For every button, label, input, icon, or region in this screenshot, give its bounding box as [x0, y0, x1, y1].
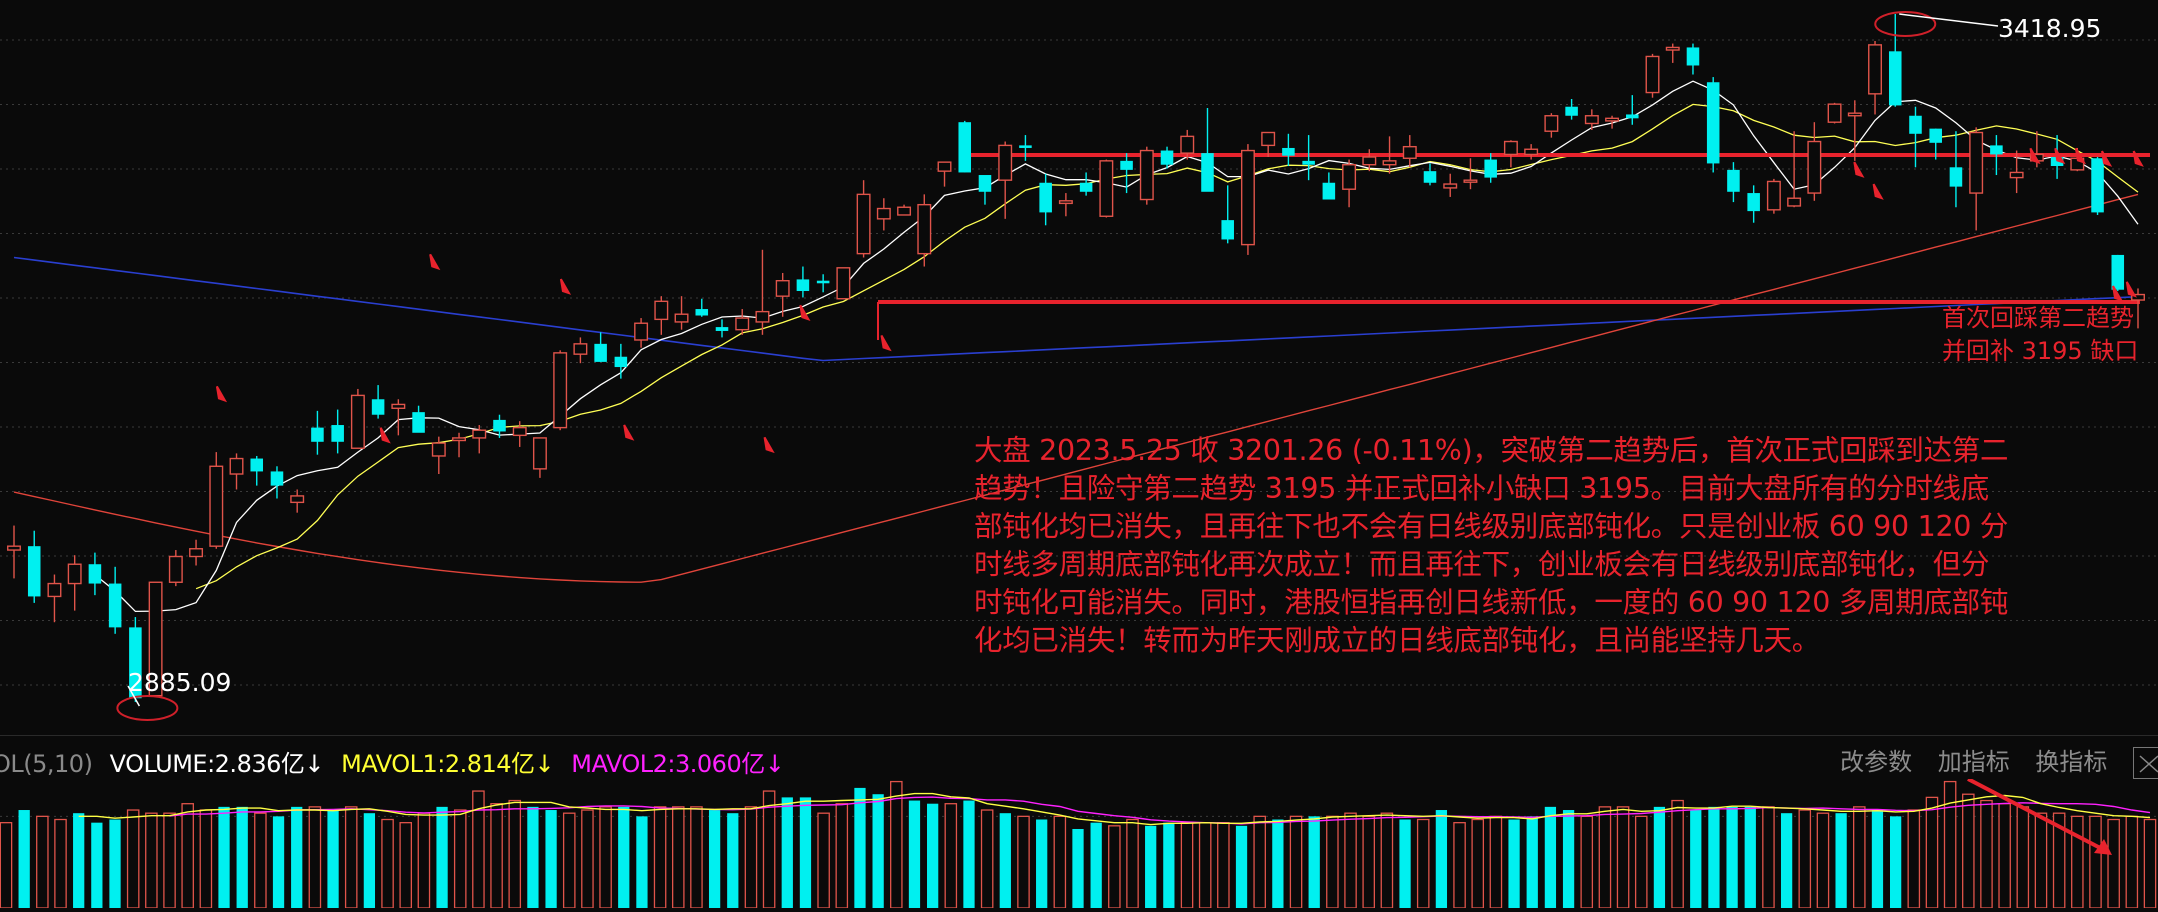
- close-indicator-button[interactable]: [2133, 747, 2158, 779]
- candlestick-chart[interactable]: 3418.95 2885.09 大盘 2023.5.25 收 3201.26 (…: [0, 0, 2158, 735]
- volume-canvas: [0, 777, 2158, 909]
- switch-indicator-button[interactable]: 换指标: [2035, 748, 2108, 776]
- close-icon: [2139, 755, 2158, 773]
- gap-note-line2: 并回补 3195 缺口: [1942, 337, 2139, 365]
- volume-chart[interactable]: [0, 777, 2158, 909]
- high-price-label: 3418.95: [1998, 14, 2102, 43]
- gap-note-line1: 首次回踩第二趋势: [1942, 304, 2134, 332]
- gap-fill-note: 首次回踩第二趋势 并回补 3195 缺口: [1942, 302, 2138, 368]
- modify-params-button[interactable]: 改参数: [1840, 748, 1913, 776]
- add-indicator-button[interactable]: 加指标: [1937, 748, 2010, 776]
- mavol1-value: MAVOL1:2.814亿↓: [341, 750, 555, 778]
- low-price-label: 2885.09: [128, 668, 232, 697]
- volume-value: VOLUME:2.836亿↓: [109, 750, 325, 778]
- volume-indicator-header: OL(5,10) VOLUME:2.836亿↓ MAVOL1:2.814亿↓ M…: [0, 735, 2158, 780]
- mavol2-value: MAVOL2:3.060亿↓: [571, 750, 785, 778]
- candlestick-canvas: [0, 11, 2158, 721]
- indicator-name: OL(5,10): [0, 750, 93, 778]
- analysis-annotation: 大盘 2023.5.25 收 3201.26 (-0.11%)，突破第二趋势后，…: [974, 434, 2009, 657]
- volume-legend: OL(5,10) VOLUME:2.836亿↓ MAVOL1:2.814亿↓ M…: [0, 744, 794, 779]
- indicator-toolbar: 改参数 加指标 换指标: [1822, 742, 2158, 779]
